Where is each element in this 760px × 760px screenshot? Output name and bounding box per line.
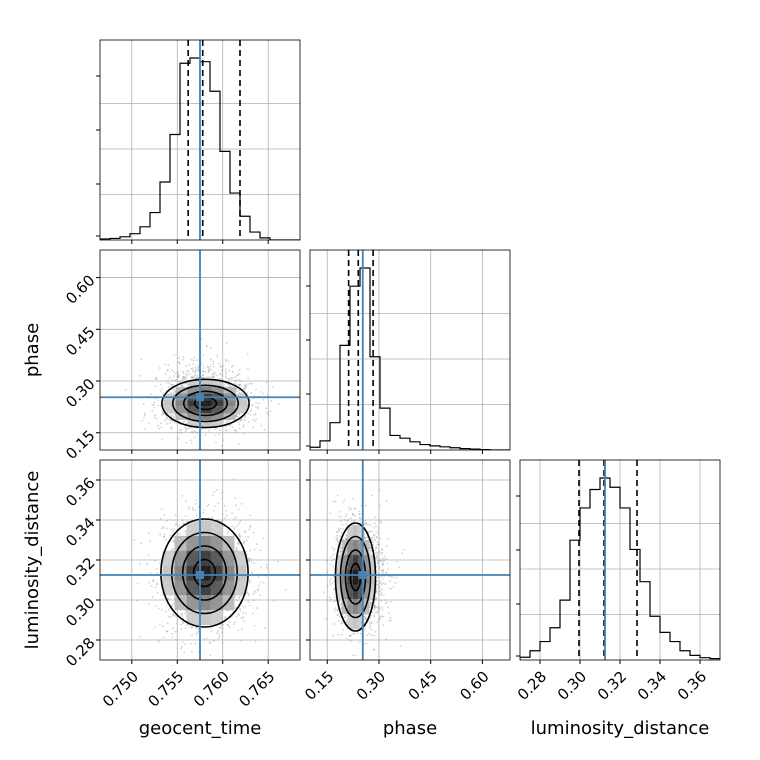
x-tick-label: 0.30 xyxy=(554,668,590,704)
truth-marker xyxy=(358,571,367,579)
x-tick-label: 0.765 xyxy=(235,668,278,711)
x-tick-label: 0.30 xyxy=(353,668,389,704)
contour-3 xyxy=(160,518,249,628)
panel-frame xyxy=(99,39,301,241)
x-tick-label: 0.45 xyxy=(405,668,441,704)
panel-plot-area xyxy=(100,460,300,660)
x-axis-label: luminosity_distance xyxy=(531,718,710,739)
x-tick-label: 0.750 xyxy=(99,668,142,711)
panel-frame xyxy=(99,249,301,451)
contour-0 xyxy=(192,558,217,588)
contour-1 xyxy=(182,390,229,417)
histogram-geocent_time xyxy=(100,57,300,240)
x-tick-label: 0.32 xyxy=(594,668,630,704)
y-tick-label: 0.34 xyxy=(62,514,98,550)
y-tick-label: 0.60 xyxy=(62,271,98,307)
histogram-phase xyxy=(310,267,510,450)
panel-plot-area xyxy=(100,250,300,450)
x-tick-label: 0.15 xyxy=(301,668,337,704)
x-axis-label: geocent_time xyxy=(139,718,262,739)
histogram-luminosity_distance xyxy=(520,477,720,660)
panel-luminosity_distance-luminosity_distance: 0.28 0.30 0.32 0.34 0.36 luminosity_distance xyxy=(514,459,721,739)
x-tick-label: 0.760 xyxy=(190,668,233,711)
panel-plot-area xyxy=(520,460,720,660)
panel-luminosity_distance-phase: 0.15 0.30 0.45 0.60 phase xyxy=(301,459,511,739)
grid xyxy=(100,460,300,660)
contour-2 xyxy=(171,531,239,615)
x-tick-label: 0.34 xyxy=(634,668,670,704)
x-axis-label: phase xyxy=(383,718,437,739)
panel-phase-geocent_time: 0.15 0.30 0.45 0.60 phase xyxy=(22,249,301,463)
panel-plot-area xyxy=(310,460,510,660)
y-tick-label: 0.36 xyxy=(62,474,98,510)
panel-luminosity_distance-geocent_time: 0.750 0.755 0.760 0.765 geocent_time 0.28 0.30… xyxy=(22,459,301,739)
truth-marker xyxy=(196,393,204,402)
density-blocks xyxy=(163,380,248,427)
contour-1 xyxy=(181,545,228,601)
y-tick-label: 0.45 xyxy=(62,323,98,359)
x-tick-label: 0.60 xyxy=(456,668,492,704)
panel-plot-area xyxy=(310,250,510,450)
density-blocks xyxy=(336,525,375,629)
truth-marker xyxy=(196,571,204,579)
x-tick-label: 0.36 xyxy=(674,668,710,704)
contour-3 xyxy=(334,522,377,632)
contour-2 xyxy=(339,535,372,619)
y-axis-label: luminosity_distance xyxy=(22,471,43,650)
grid xyxy=(310,250,510,450)
y-tick-label: 0.15 xyxy=(62,427,98,463)
y-tick-label: 0.32 xyxy=(62,554,98,590)
panel-plot-area xyxy=(100,40,300,240)
panel-geocent_time-geocent_time xyxy=(96,39,301,244)
panel-frame xyxy=(309,249,511,451)
density-blocks xyxy=(162,521,247,625)
x-tick-label: 0.755 xyxy=(144,668,187,711)
y-tick-label: 0.30 xyxy=(62,375,98,411)
x-tick-label: 0.28 xyxy=(514,668,550,704)
panel-phase-phase xyxy=(306,249,511,454)
y-tick-label: 0.30 xyxy=(62,594,98,630)
y-tick-label: 0.28 xyxy=(62,634,98,670)
y-axis-label: phase xyxy=(22,323,43,377)
contour-3 xyxy=(161,378,250,429)
contour-2 xyxy=(172,384,240,423)
